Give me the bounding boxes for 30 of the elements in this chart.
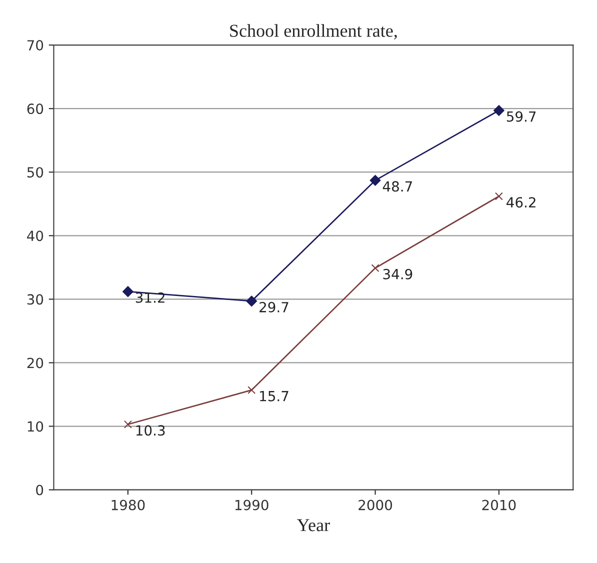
y-tick-label: 70 [27,40,44,51]
point [371,264,380,272]
data-label: 29.7 [260,302,288,312]
y-tick-label: 50 [27,167,44,178]
data-label: 10.3 [136,425,165,436]
point [246,296,258,307]
data-label: 48.7 [382,181,412,192]
x-tick-label: 2000 [358,500,392,510]
x-tick-label: 2010 [482,500,516,510]
y-tick-label: 30 [27,294,44,305]
data-label: 31.2 [136,292,164,303]
data-label: 34.9 [383,268,412,280]
point [370,174,381,186]
x-tick-label: 1990 [235,500,268,510]
y-tick-label: 10 [28,421,44,432]
data-label: 15.7 [260,391,288,402]
point [493,105,504,116]
y-tick-label: 60 [27,104,44,114]
data-label: 59.7 [506,111,536,122]
y-tick-label: 40 [27,230,44,242]
x-tick-label: 1980 [112,500,145,510]
chart-title: School enrollment rate, [230,24,397,40]
point [494,192,503,200]
point [124,420,132,428]
point [122,286,134,297]
x-axis-title: Year [296,519,330,532]
point [248,386,256,394]
y-tick-label: 20 [27,358,44,368]
data-label: 46.2 [506,197,536,208]
y-tick-label: 0 [36,484,44,496]
